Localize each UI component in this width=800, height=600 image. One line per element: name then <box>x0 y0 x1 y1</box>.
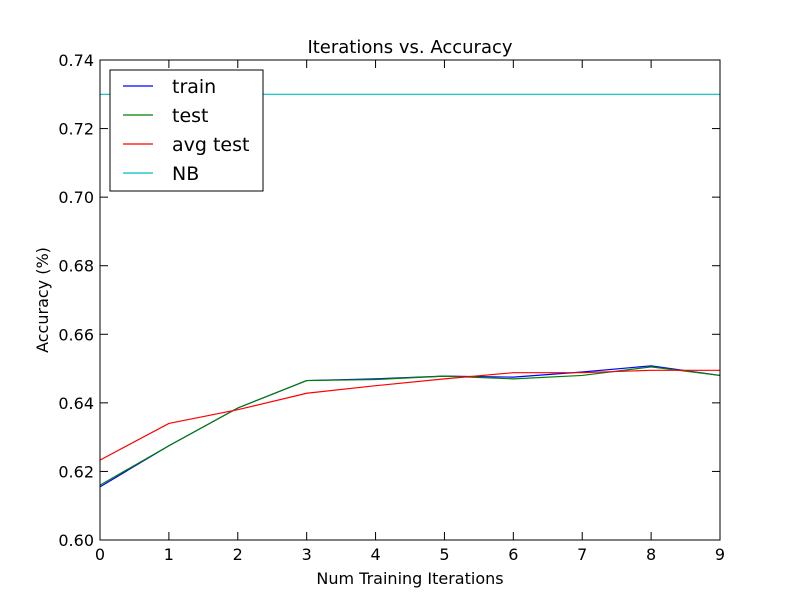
x-tick-label: 3 <box>302 545 312 564</box>
y-tick-label: 0.62 <box>58 462 94 481</box>
legend-box <box>109 69 264 192</box>
x-axis-label: Num Training Iterations <box>316 569 503 588</box>
x-tick-label: 8 <box>646 545 656 564</box>
ticks-layer: 0 1 2 3 4 5 6 7 8 9 0.60 0.62 0.64 0.66 0.68 0.70 0.72 0.… <box>58 51 725 564</box>
series-line-avg-test <box>99 369 720 461</box>
y-tick-label: 0.74 <box>58 51 94 70</box>
y-tick-label: 0.68 <box>58 257 94 276</box>
y-tick-label: 0.64 <box>58 394 94 413</box>
y-axis-label: Accuracy (%) <box>33 247 52 353</box>
x-tick-label: 1 <box>164 545 174 564</box>
x-tick-label: 2 <box>233 545 243 564</box>
x-tick-label: 9 <box>715 545 725 564</box>
legend: train test avg test NB <box>109 69 264 192</box>
x-tick-label: 6 <box>508 545 518 564</box>
x-tick-label: 5 <box>439 545 449 564</box>
y-tick-label: 0.60 <box>58 531 94 550</box>
y-tick-label: 0.66 <box>58 325 94 344</box>
plot-frame <box>99 59 721 541</box>
legend-label: NB <box>172 163 199 185</box>
legend-label: train <box>172 76 216 98</box>
x-tick-label: 7 <box>577 545 587 564</box>
legend-label: avg test <box>172 134 249 156</box>
y-tick-label: 0.70 <box>58 188 94 207</box>
y-tick-label: 0.72 <box>58 120 94 139</box>
x-tick-label: 4 <box>370 545 380 564</box>
chart-title: Iterations vs. Accuracy <box>307 37 512 58</box>
legend-label: test <box>172 105 209 127</box>
x-tick-label: 0 <box>95 545 105 564</box>
